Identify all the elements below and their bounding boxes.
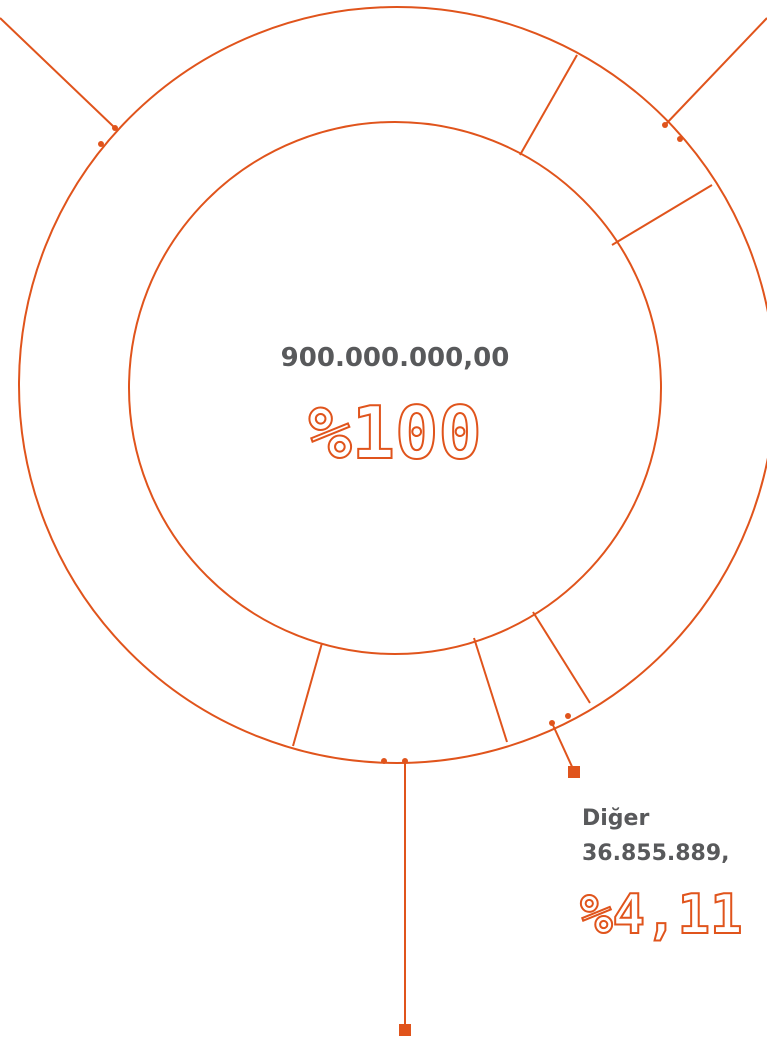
- leader-dot: [677, 136, 683, 142]
- inner-ring: [128, 121, 662, 655]
- leader-dot: [98, 141, 104, 147]
- leader-dot: [112, 125, 118, 131]
- leader-line: [0, 17, 116, 129]
- leader-dot: [565, 713, 571, 719]
- divider: [292, 642, 323, 747]
- leader-line: [664, 17, 767, 126]
- total-amount: 900.000.000,00: [281, 343, 510, 373]
- divider: [519, 54, 578, 156]
- leader-end: [399, 1024, 411, 1036]
- callout-name: Diğer: [582, 806, 649, 831]
- outer-ring: [18, 6, 767, 764]
- divider: [473, 637, 508, 743]
- total-percent: %100: [308, 391, 481, 475]
- leader-end: [568, 766, 580, 778]
- leader-dot: [662, 122, 668, 128]
- leader-line: [551, 722, 575, 772]
- divider: [532, 611, 591, 704]
- callout-percent: %4,11: [580, 883, 743, 946]
- leader-dot: [381, 758, 387, 764]
- divider: [611, 184, 713, 246]
- callout-amount: 36.855.889,: [582, 841, 730, 866]
